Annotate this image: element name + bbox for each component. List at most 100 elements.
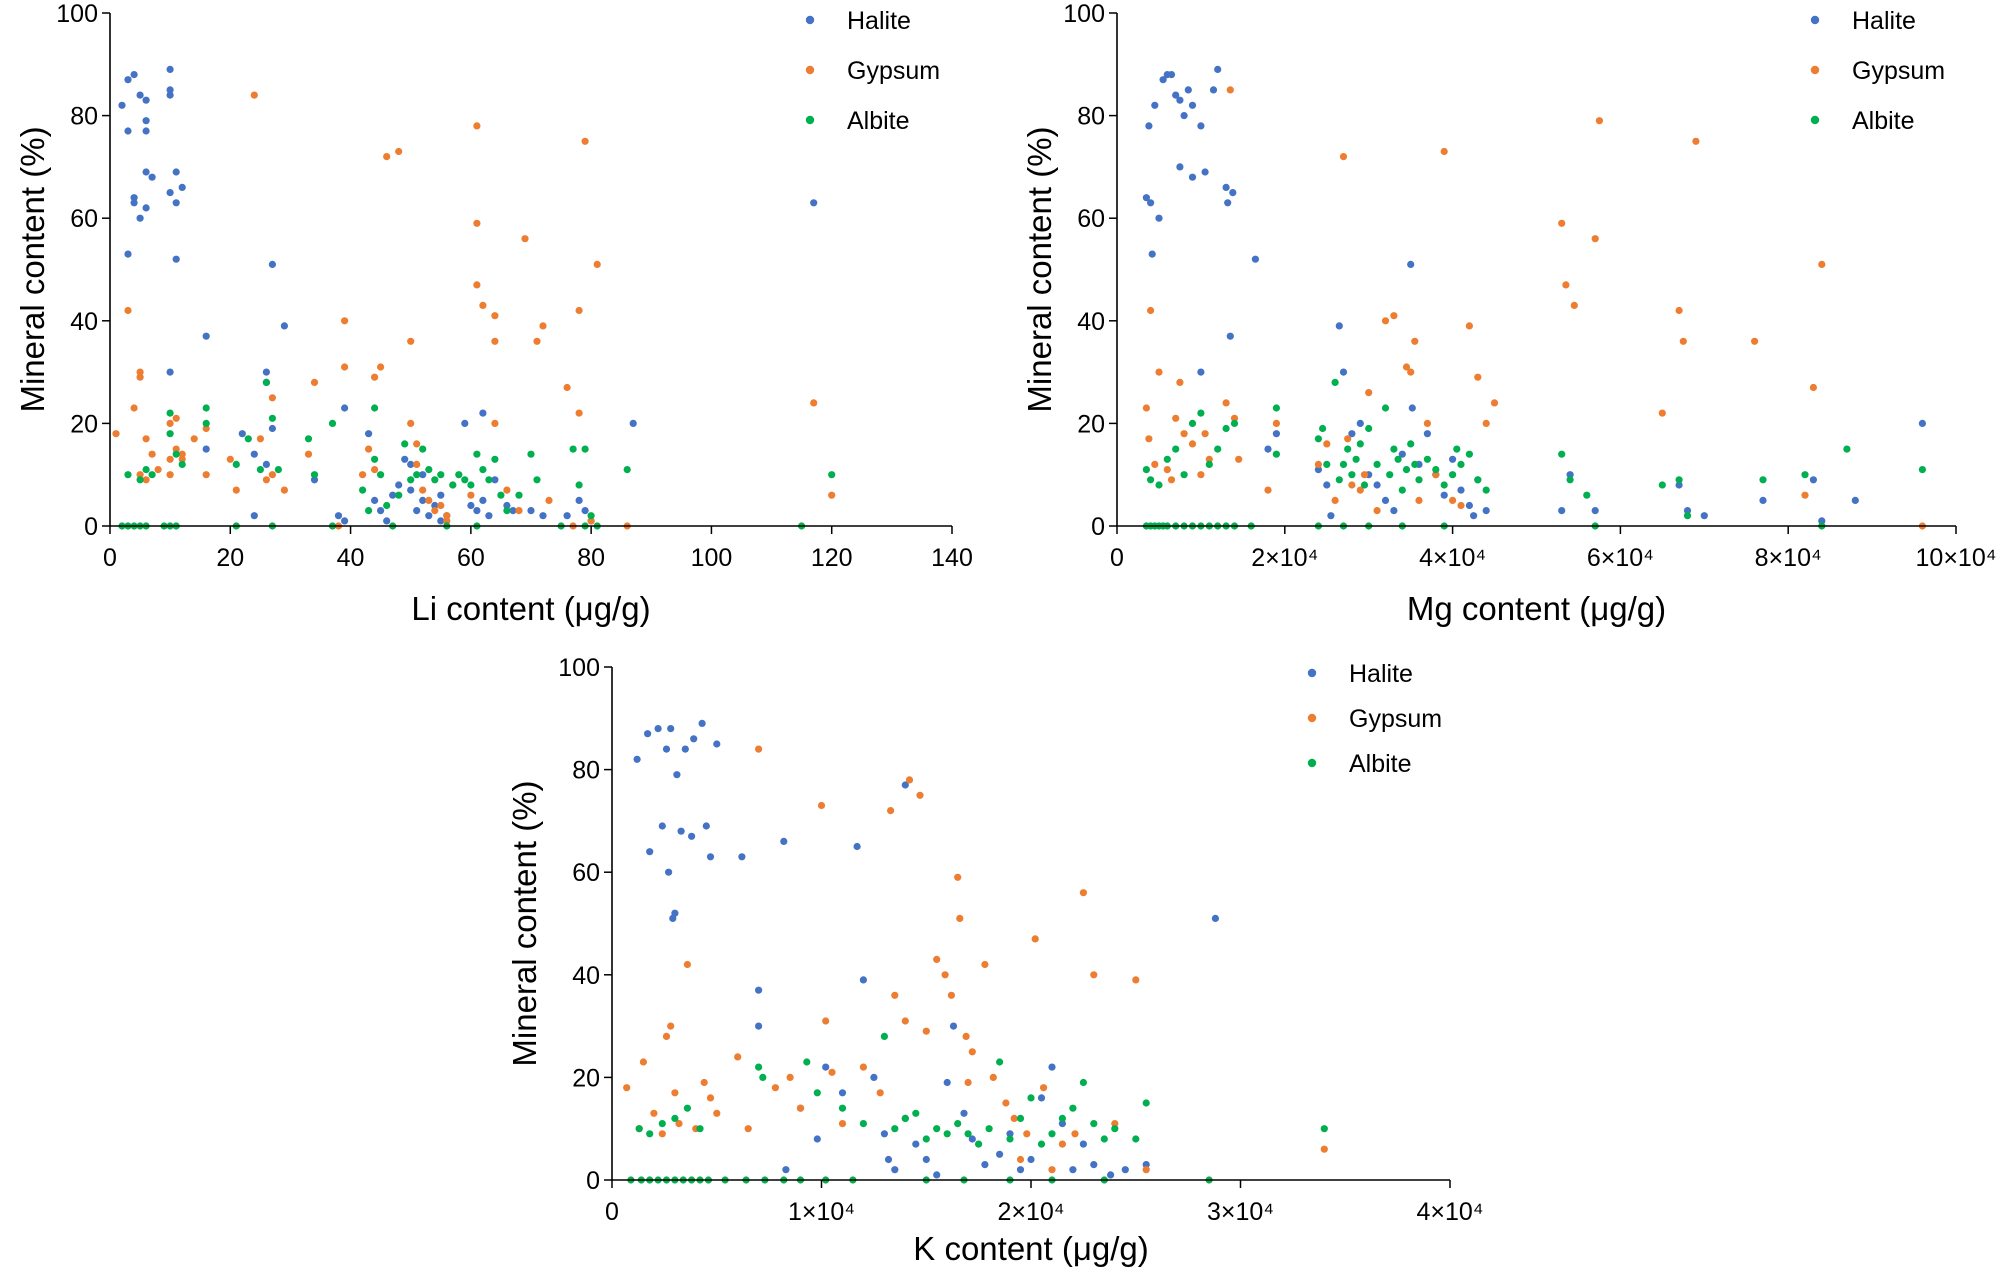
point-albite [1331, 378, 1339, 386]
point-halite [1188, 173, 1197, 181]
point-halite [1048, 1063, 1056, 1071]
y-tick-label: 20 [1077, 410, 1105, 438]
point-albite [515, 491, 523, 499]
point-gypsum [700, 1078, 708, 1087]
point-halite [1079, 1140, 1087, 1148]
point-halite [371, 496, 379, 504]
point-gypsum [136, 368, 144, 376]
point-gypsum [154, 466, 162, 474]
point-halite [401, 455, 409, 463]
point-gypsum [658, 1130, 666, 1138]
point-gypsum [1142, 404, 1150, 412]
point-halite [575, 496, 583, 504]
point-halite [310, 476, 319, 484]
point-albite [1566, 476, 1574, 484]
point-gypsum [713, 1109, 721, 1117]
point-albite [1683, 512, 1692, 520]
point-halite [485, 512, 493, 520]
point-gypsum [734, 1053, 742, 1061]
point-albite [383, 501, 391, 510]
point-gypsum [771, 1084, 780, 1092]
point-albite [1344, 445, 1352, 453]
point-gypsum [891, 991, 899, 999]
point-gypsum [172, 445, 180, 453]
point-albite [1365, 424, 1373, 433]
legend-marker-gypsum [805, 65, 815, 75]
chart-k: 0 20 40 60 80 100 0 1×10⁴ 2×10⁴ 3×10⁴ 4×10⁴ K conte… [506, 654, 1484, 1267]
point-gypsum [901, 1017, 909, 1025]
point-gypsum [1465, 322, 1473, 330]
point-gypsum [1474, 373, 1482, 381]
point-gypsum [623, 1084, 631, 1092]
point-albite [1675, 476, 1683, 484]
point-gypsum [954, 873, 962, 881]
point-halite [1251, 255, 1259, 263]
point-albite [449, 481, 457, 489]
point-halite [1176, 96, 1184, 104]
point-gypsum [280, 486, 288, 494]
point-albite [891, 1125, 899, 1133]
point-gypsum [667, 1022, 675, 1030]
point-albite [1272, 450, 1280, 458]
point-gypsum [1145, 435, 1153, 443]
x-tick-label: 60 [457, 544, 485, 572]
point-albite [1197, 409, 1205, 417]
point-gypsum [521, 235, 529, 243]
point-albite [828, 471, 836, 479]
point-gypsum [581, 137, 589, 145]
x-axis-title: Mg content (μg/g) [1407, 590, 1666, 627]
point-halite [268, 424, 276, 433]
point-albite [395, 491, 403, 499]
point-albite [1155, 481, 1163, 489]
point-gypsum [1111, 1120, 1119, 1128]
point-halite [172, 199, 180, 207]
point-halite [813, 1135, 821, 1143]
point-gypsum [310, 378, 319, 386]
legend-label-halite: Halite [1349, 660, 1413, 688]
point-gypsum [515, 507, 523, 515]
y-axis-title: Mineral content (%) [1021, 126, 1058, 412]
point-albite [371, 404, 379, 412]
point-gypsum [1381, 317, 1390, 325]
point-halite [124, 250, 132, 258]
point-gypsum [190, 435, 198, 443]
point-halite [1069, 1166, 1077, 1174]
point-gypsum [876, 1089, 884, 1097]
point-gypsum [166, 419, 174, 427]
point-gypsum [1751, 337, 1759, 345]
point-gypsum [1432, 471, 1440, 479]
point-gypsum [124, 306, 132, 315]
point-gypsum [1010, 1114, 1018, 1122]
point-albite [1390, 445, 1398, 453]
point-halite [1142, 1161, 1150, 1169]
point-gypsum [968, 1048, 976, 1056]
point-albite [425, 466, 433, 474]
point-gypsum [1360, 471, 1369, 479]
point-albite [268, 414, 276, 422]
point-gypsum [443, 517, 451, 525]
point-gypsum [1188, 440, 1197, 448]
point-albite [996, 1058, 1004, 1066]
point-halite [383, 517, 391, 525]
point-gypsum [178, 455, 186, 463]
point-gypsum [1320, 1145, 1328, 1153]
point-gypsum [962, 1032, 970, 1040]
point-albite [1100, 1135, 1108, 1143]
point-gypsum [1147, 306, 1155, 315]
point-gypsum [473, 219, 481, 227]
x-tick-label: 2×10⁴ [1251, 544, 1318, 572]
point-halite [884, 1155, 893, 1164]
point-albite [377, 471, 385, 479]
point-gypsum [639, 1058, 648, 1066]
point-gypsum [593, 260, 601, 268]
point-albite [1352, 455, 1360, 463]
series-gypsum [1142, 86, 1926, 530]
point-halite [130, 71, 138, 79]
point-halite [810, 199, 818, 207]
point-halite [633, 755, 641, 763]
point-gypsum [1449, 496, 1457, 504]
y-tick-label: 40 [572, 962, 600, 990]
point-halite [1145, 122, 1153, 130]
point-gypsum [136, 471, 144, 479]
point-halite [1209, 86, 1218, 94]
